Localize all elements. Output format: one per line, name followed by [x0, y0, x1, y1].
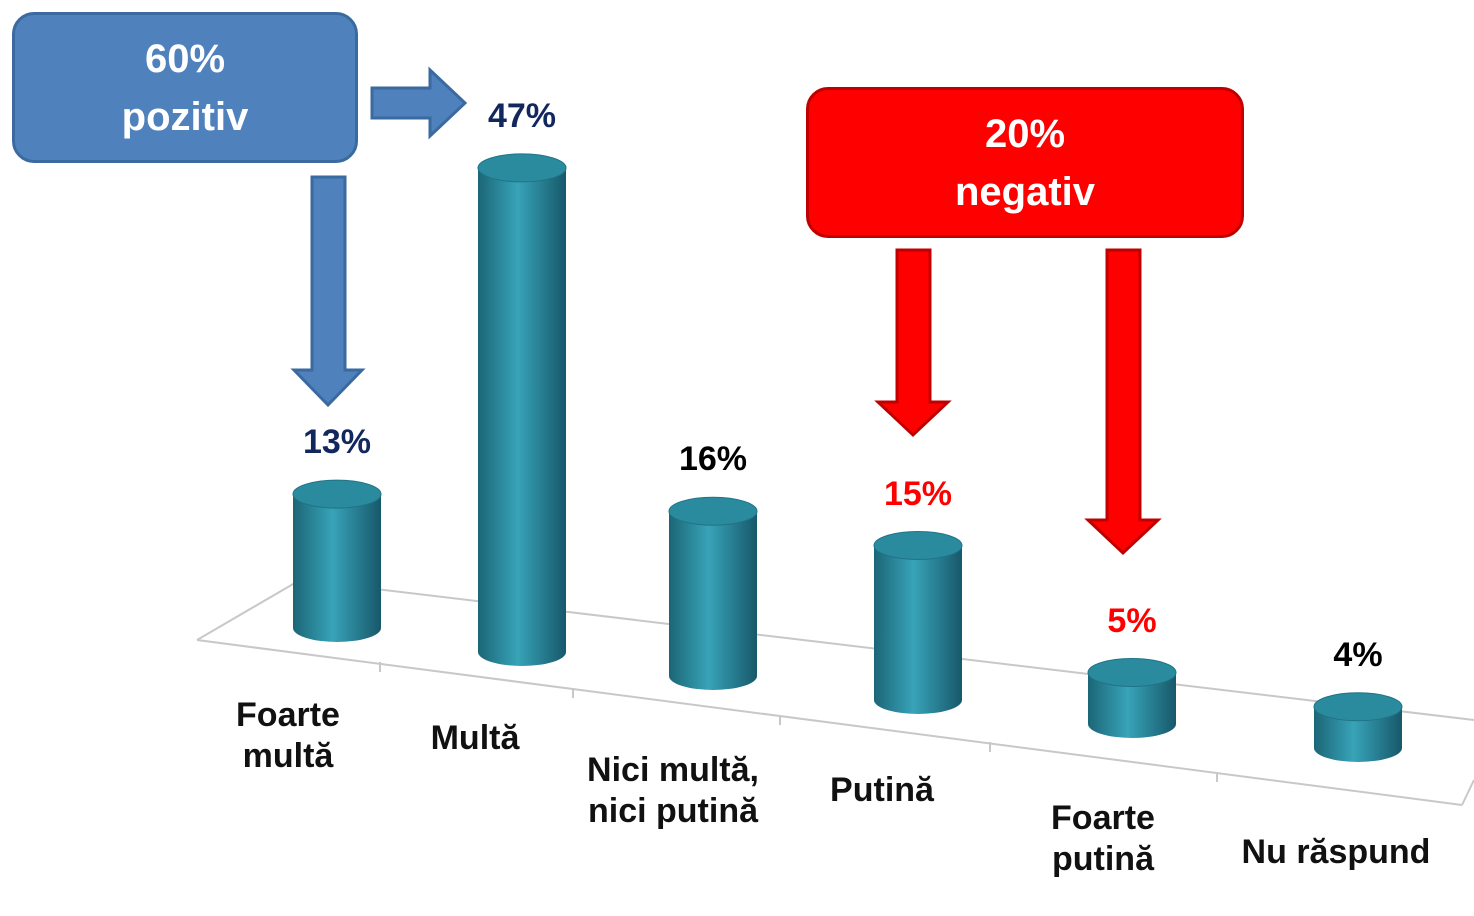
value-label: 16% — [678, 440, 748, 479]
cylinder — [874, 545, 962, 714]
annotation-box: 20% negativ — [806, 87, 1244, 238]
cylinder — [1088, 672, 1176, 738]
x-tick-label: Multă — [430, 719, 520, 757]
annotation-box: 60% pozitiv — [12, 12, 358, 163]
arrows — [290, 66, 1162, 556]
value-label: 4% — [1333, 635, 1383, 674]
x-tick-label: Putină — [830, 771, 934, 809]
x-tick-label: Nici multă, nici putină — [587, 751, 759, 830]
cylinder-top — [1087, 658, 1177, 687]
value-label: 15% — [883, 474, 953, 513]
x-tick-label: Foarte putină — [1051, 799, 1155, 878]
value-label: 47% — [487, 96, 557, 135]
x-tick-label: Foarte multă — [236, 696, 340, 775]
value-label: 13% — [302, 423, 372, 462]
value-label: 5% — [1107, 601, 1157, 640]
cylinder — [293, 494, 381, 642]
cylinder — [478, 167, 566, 666]
cylinder-top — [668, 496, 758, 526]
cylinder — [669, 511, 757, 690]
cylinder-top — [1313, 692, 1403, 722]
cylinder-top — [292, 479, 382, 509]
cylinder-top — [873, 531, 963, 560]
x-tick-label: Nu răspund — [1241, 833, 1431, 871]
cylinder-top — [477, 153, 567, 183]
cylinder — [1314, 706, 1402, 762]
